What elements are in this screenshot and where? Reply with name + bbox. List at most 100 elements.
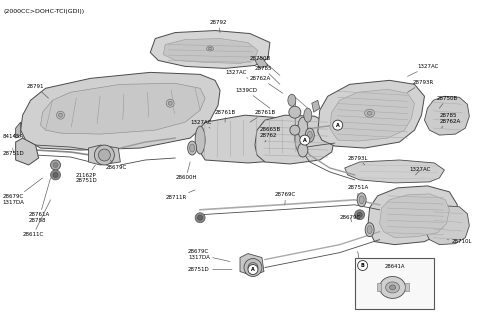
- Text: 1339CD: 1339CD: [235, 88, 270, 108]
- Text: 28679C: 28679C: [340, 215, 361, 222]
- Circle shape: [248, 265, 258, 274]
- Polygon shape: [255, 115, 335, 164]
- Text: 28769C: 28769C: [275, 192, 296, 205]
- Text: 28641A: 28641A: [384, 264, 405, 268]
- Ellipse shape: [98, 149, 110, 161]
- Text: 84145A: 84145A: [3, 133, 24, 139]
- Ellipse shape: [53, 172, 58, 177]
- Ellipse shape: [288, 94, 296, 106]
- Polygon shape: [377, 283, 381, 291]
- Polygon shape: [163, 38, 258, 63]
- Ellipse shape: [59, 113, 62, 117]
- Ellipse shape: [390, 285, 396, 290]
- Text: 28751D: 28751D: [3, 148, 24, 156]
- Ellipse shape: [57, 111, 64, 119]
- Ellipse shape: [295, 124, 305, 152]
- Text: 28793L: 28793L: [348, 156, 368, 165]
- Ellipse shape: [359, 196, 364, 204]
- Ellipse shape: [367, 111, 372, 115]
- Polygon shape: [318, 80, 424, 148]
- Text: 28600H: 28600H: [175, 162, 197, 180]
- Text: 28710L: 28710L: [447, 239, 472, 244]
- Ellipse shape: [190, 144, 194, 152]
- Ellipse shape: [304, 108, 312, 122]
- Polygon shape: [255, 58, 268, 68]
- Ellipse shape: [166, 99, 174, 107]
- Text: 28761A
28788: 28761A 28788: [29, 178, 50, 223]
- Text: 28665B
28762: 28665B 28762: [260, 127, 281, 142]
- Text: 28785: 28785: [255, 66, 280, 84]
- Text: 28611C: 28611C: [23, 200, 50, 237]
- Text: 28679C
1317DA: 28679C 1317DA: [3, 178, 43, 205]
- Ellipse shape: [357, 193, 366, 207]
- Text: A: A: [336, 123, 339, 128]
- Ellipse shape: [53, 162, 58, 168]
- Polygon shape: [16, 122, 21, 138]
- FancyBboxPatch shape: [355, 258, 434, 309]
- Text: 28751A: 28751A: [348, 185, 369, 198]
- Polygon shape: [380, 194, 449, 238]
- Ellipse shape: [357, 212, 362, 217]
- Polygon shape: [424, 206, 469, 245]
- Ellipse shape: [289, 106, 301, 118]
- Text: 28792: 28792: [210, 20, 228, 32]
- Circle shape: [358, 260, 368, 271]
- Text: 28679C: 28679C: [106, 160, 127, 170]
- Ellipse shape: [380, 276, 406, 298]
- Polygon shape: [312, 100, 320, 112]
- Text: A: A: [251, 267, 255, 272]
- Polygon shape: [368, 186, 457, 245]
- Polygon shape: [405, 283, 408, 291]
- Polygon shape: [330, 89, 415, 141]
- Text: 28750B: 28750B: [250, 56, 280, 75]
- Text: 28761B: 28761B: [215, 110, 236, 122]
- Text: 1327AC: 1327AC: [408, 64, 439, 76]
- Text: 1327AC: 1327AC: [190, 120, 212, 128]
- Text: 28791: 28791: [26, 84, 48, 98]
- Polygon shape: [21, 73, 220, 150]
- Text: B: B: [361, 263, 364, 268]
- Ellipse shape: [206, 46, 214, 51]
- Text: 28762A: 28762A: [250, 76, 283, 93]
- Polygon shape: [345, 160, 444, 183]
- Text: 28679C
1317DA: 28679C 1317DA: [188, 249, 230, 261]
- Ellipse shape: [365, 223, 374, 237]
- Ellipse shape: [198, 215, 203, 220]
- Ellipse shape: [298, 143, 308, 157]
- Text: 1327AC: 1327AC: [409, 168, 431, 175]
- Ellipse shape: [95, 145, 114, 165]
- Polygon shape: [16, 138, 38, 165]
- Ellipse shape: [50, 160, 60, 170]
- Text: 21162P
28751D: 21162P 28751D: [75, 165, 97, 183]
- Ellipse shape: [305, 128, 314, 142]
- Ellipse shape: [195, 126, 205, 154]
- Text: 28750B: 28750B: [436, 96, 457, 108]
- Ellipse shape: [195, 213, 205, 223]
- Text: 1327AC: 1327AC: [225, 70, 248, 78]
- Ellipse shape: [244, 259, 262, 276]
- Ellipse shape: [367, 226, 372, 234]
- Ellipse shape: [365, 109, 374, 117]
- Ellipse shape: [208, 47, 212, 50]
- Text: 28761B: 28761B: [250, 110, 276, 122]
- Text: 28751D: 28751D: [188, 267, 232, 272]
- Circle shape: [333, 120, 343, 130]
- Text: (2000CC>DOHC-TCI(GDI)): (2000CC>DOHC-TCI(GDI)): [4, 9, 85, 14]
- Ellipse shape: [248, 263, 258, 273]
- Ellipse shape: [355, 210, 365, 220]
- Ellipse shape: [290, 125, 300, 135]
- Circle shape: [300, 135, 310, 145]
- Ellipse shape: [188, 141, 197, 155]
- Ellipse shape: [50, 170, 60, 180]
- Polygon shape: [88, 145, 120, 165]
- Polygon shape: [240, 253, 264, 275]
- Text: 28711R: 28711R: [165, 190, 195, 200]
- Ellipse shape: [385, 282, 399, 293]
- Text: 28793R: 28793R: [408, 80, 434, 92]
- Text: A: A: [303, 138, 307, 142]
- Ellipse shape: [168, 101, 172, 105]
- Polygon shape: [150, 31, 270, 68]
- Polygon shape: [41, 83, 205, 134]
- Polygon shape: [424, 96, 469, 135]
- Ellipse shape: [307, 131, 312, 139]
